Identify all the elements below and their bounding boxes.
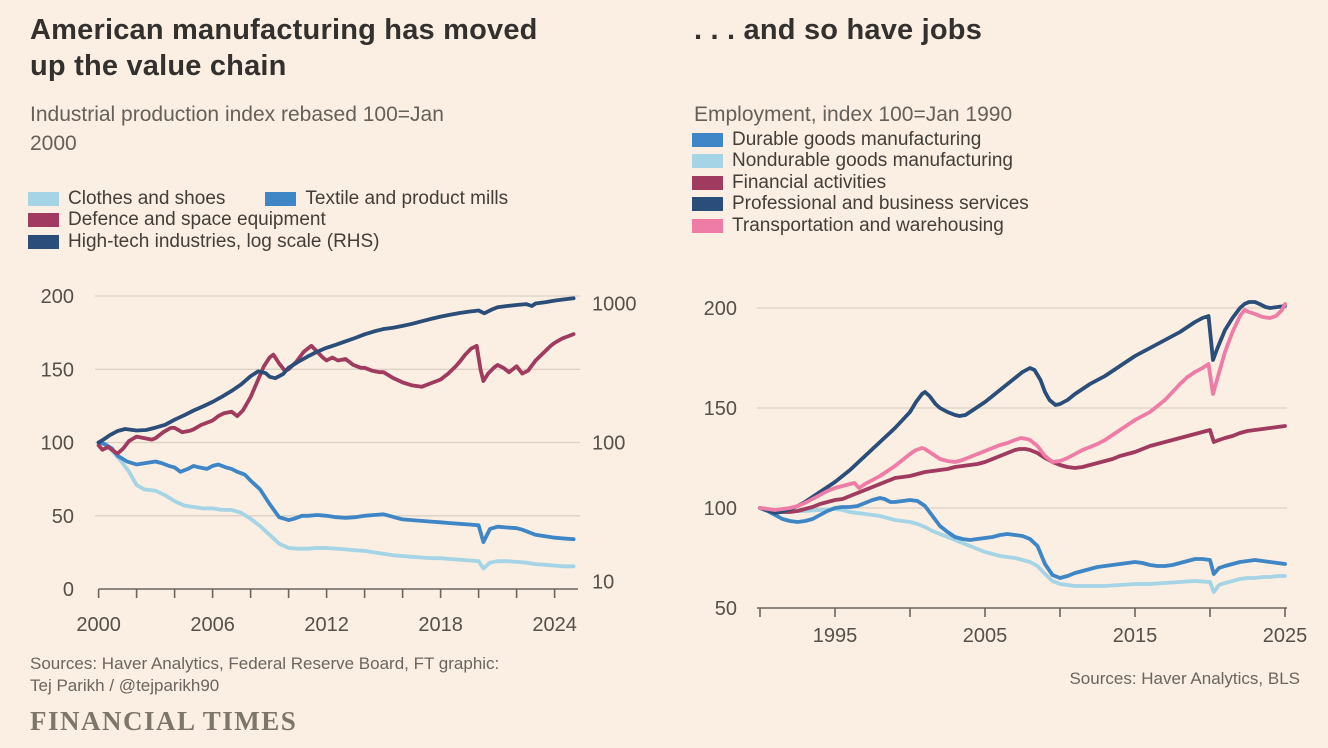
legend-label: Textile and product mills — [305, 187, 509, 209]
left-chart-source: Sources: Haver Analytics, Federal Reserv… — [30, 653, 590, 697]
left-chart-subtitle-line1: Industrial production index rebased 100=… — [30, 103, 444, 126]
right-chart-title-line1: . . . and so have jobs — [694, 14, 983, 46]
legend-swatch — [265, 191, 297, 206]
series-line — [96, 440, 576, 571]
legend-swatch — [28, 234, 59, 249]
y2-axis-tick-label: 100 — [592, 433, 625, 455]
y-axis-tick-label: 50 — [715, 598, 737, 620]
series-line — [758, 496, 1287, 580]
left-chart: 2000 2006 2012 2018 2024 0 50 100 150 200 10 100 100… — [41, 286, 637, 636]
legend-label: High-tech industries, log scale (RHS) — [68, 230, 380, 252]
legend-swatch — [28, 213, 59, 228]
series-line — [96, 332, 576, 456]
legend-label: Durable goods manufacturing — [732, 128, 982, 150]
legend-label: Transportation and warehousing — [732, 214, 1004, 236]
legend-label: Nondurable goods manufacturing — [732, 150, 1013, 172]
series-line — [758, 300, 1287, 515]
left-source-line1: Sources: Haver Analytics, Federal Reserv… — [30, 654, 500, 673]
right-chart-title: . . . and so have jobs — [694, 12, 982, 48]
y-axis-tick-label: 200 — [704, 298, 737, 320]
legend-label: Professional and business services — [732, 193, 1029, 215]
right-chart: 1995 2005 2015 2025 50 100 150 200 — [704, 298, 1308, 647]
x-axis-tick-label: 2025 — [1263, 625, 1308, 647]
legend-label: Clothes and shoes — [68, 187, 226, 209]
left-source-line2: Tej Parikh / @tejparikh90 — [30, 676, 220, 695]
right-chart-legend: Durable goods manufacturing Nondurable go… — [692, 129, 1069, 237]
legend-item: Defence and space equipment — [28, 209, 326, 232]
legend-item: Durable goods manufacturing — [692, 129, 1029, 151]
left-chart-subtitle-line2: 2000 — [30, 132, 77, 155]
y-axis-tick-label: 100 — [704, 498, 737, 520]
x-axis-tick-label: 2000 — [76, 614, 121, 636]
left-chart-title-line1: American manufacturing has moved — [30, 14, 538, 46]
x-axis-tick-label: 2024 — [532, 614, 577, 636]
x-axis-tick-label: 2015 — [1113, 625, 1158, 647]
right-chart-source: Sources: Haver Analytics, BLS — [900, 668, 1300, 690]
legend-swatch — [28, 191, 59, 206]
legend-swatch — [692, 132, 723, 147]
x-axis-tick-label: 2012 — [304, 614, 349, 636]
right-chart-subtitle: Employment, index 100=Jan 1990 — [694, 100, 1012, 129]
legend-item: Financial activities — [692, 172, 1029, 194]
y2-axis-tick-label: 10 — [592, 572, 614, 594]
legend-item: Textile and product mills — [265, 188, 508, 210]
y-axis-tick-label: 150 — [704, 398, 737, 420]
x-axis-tick-label: 2018 — [418, 614, 463, 636]
series-line — [758, 424, 1287, 514]
y-axis-tick-label: 100 — [41, 433, 74, 455]
legend-swatch — [692, 218, 723, 233]
legend-label: Defence and space equipment — [68, 209, 326, 231]
x-axis-tick-label: 1995 — [813, 625, 858, 647]
y-axis-tick-label: 200 — [41, 286, 74, 308]
legend-swatch — [692, 197, 723, 212]
legend-swatch — [692, 154, 723, 169]
left-chart-title-line2: up the value chain — [30, 50, 287, 82]
legend-item: Nondurable goods manufacturing — [692, 150, 1029, 173]
series-line — [758, 506, 1287, 594]
left-chart-title: American manufacturing has moved up the … — [30, 12, 538, 84]
y-axis-tick-label: 150 — [41, 359, 74, 381]
series-line — [96, 296, 576, 445]
right-source-line1: Sources: Haver Analytics, BLS — [1069, 669, 1300, 688]
series-line — [758, 302, 1287, 512]
legend-label: Financial activities — [732, 171, 887, 193]
x-axis-tick-label: 2006 — [190, 614, 235, 636]
series-line — [96, 440, 576, 544]
legend-item: Professional and business services — [692, 193, 1029, 216]
ft-logo: FINANCIAL TIMES — [30, 706, 298, 736]
legend-item: High-tech industries, log scale (RHS) — [28, 231, 380, 253]
x-axis-tick-label: 2005 — [963, 625, 1008, 647]
legend-item: Transportation and warehousing — [692, 215, 1029, 237]
legend-item: Clothes and shoes — [28, 188, 225, 210]
y2-axis-tick-label: 1000 — [592, 294, 637, 316]
right-chart-subtitle-line1: Employment, index 100=Jan 1990 — [694, 103, 1013, 126]
y-axis-tick-label: 50 — [52, 506, 74, 528]
left-chart-subtitle: Industrial production index rebased 100=… — [30, 100, 444, 158]
y-axis-tick-label: 0 — [63, 579, 74, 601]
left-chart-legend: Clothes and shoes Textile and product mil… — [28, 188, 653, 253]
legend-swatch — [692, 175, 723, 190]
